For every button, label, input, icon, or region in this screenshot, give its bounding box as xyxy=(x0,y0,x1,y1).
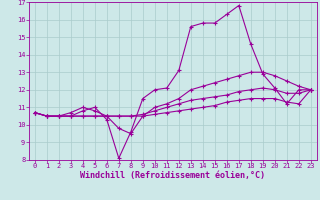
X-axis label: Windchill (Refroidissement éolien,°C): Windchill (Refroidissement éolien,°C) xyxy=(80,171,265,180)
